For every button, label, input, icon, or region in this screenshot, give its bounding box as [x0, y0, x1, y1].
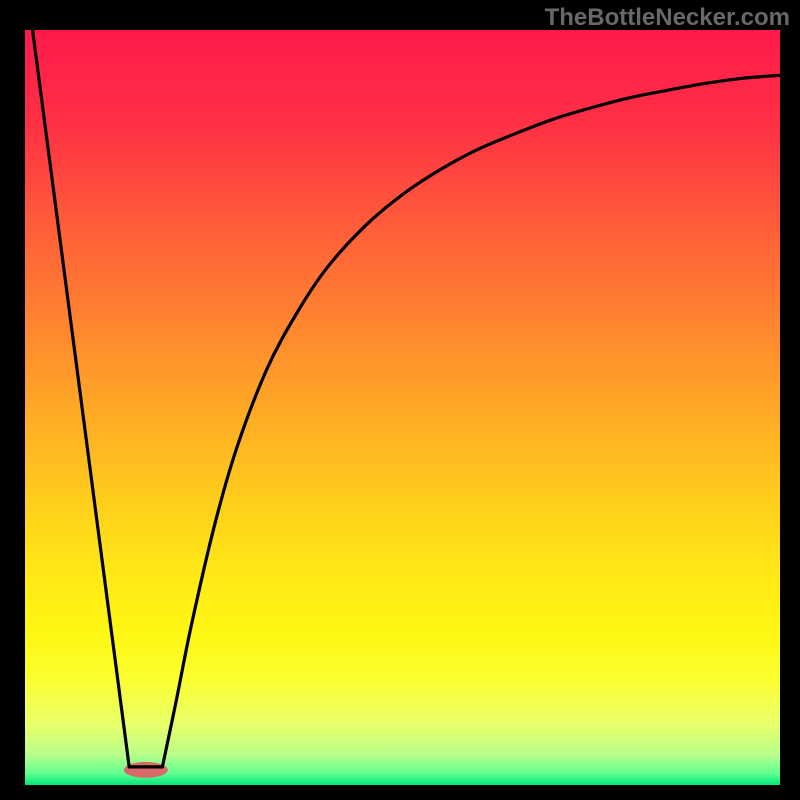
chart-background: [25, 30, 780, 785]
chart-container: TheBottleNecker.com: [0, 0, 800, 800]
watermark-text: TheBottleNecker.com: [545, 4, 790, 32]
bottleneck-chart: [0, 0, 800, 800]
